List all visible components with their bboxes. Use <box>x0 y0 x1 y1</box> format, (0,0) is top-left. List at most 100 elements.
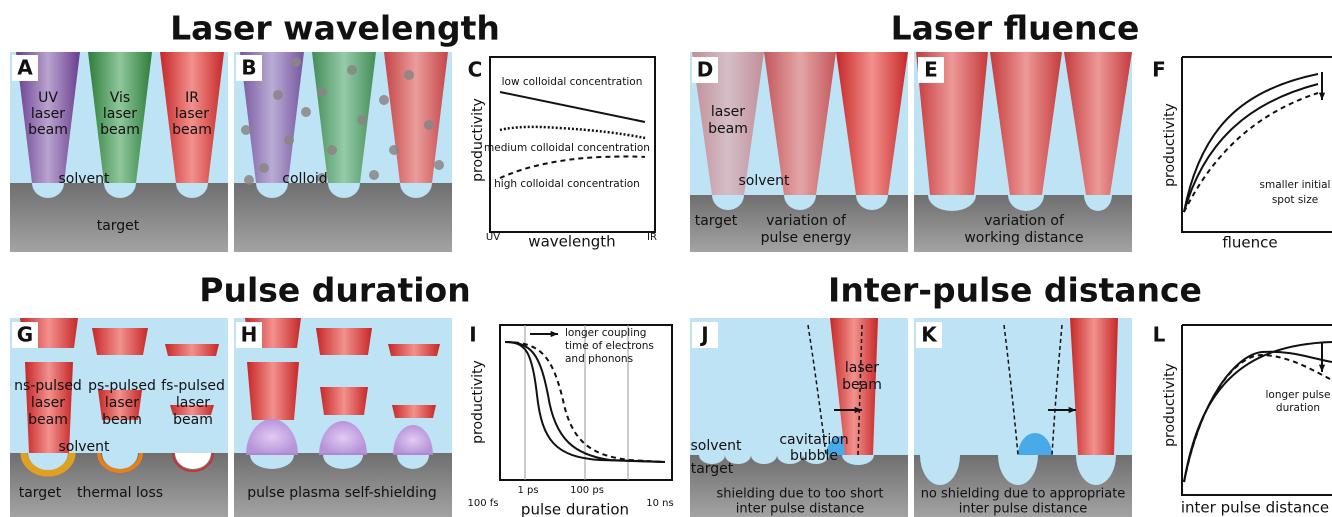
panel-letter: A <box>17 56 33 80</box>
laser-beam <box>388 344 440 356</box>
label: beam <box>173 412 213 428</box>
label: no shielding due to appropriate <box>921 487 1126 502</box>
label: UV <box>486 232 500 243</box>
section-title: Laser fluence <box>891 9 1140 48</box>
label: ps-pulsed <box>88 378 156 394</box>
panel-letter: B <box>241 56 256 80</box>
label: cavitation <box>779 432 848 448</box>
colloid-particle <box>317 87 327 97</box>
label: target <box>97 218 140 234</box>
panel-letter: C <box>468 58 483 82</box>
label: laser <box>176 395 210 411</box>
laser-beam <box>92 328 148 355</box>
panel-letter: E <box>924 58 938 82</box>
label: thermal loss <box>77 485 163 501</box>
label: fluence <box>1222 234 1277 252</box>
label: 100 ps <box>570 485 604 496</box>
label: 10 ns <box>646 498 673 509</box>
label: beam <box>842 377 882 393</box>
label: beam <box>28 122 68 138</box>
label: laser <box>711 104 745 120</box>
label: target <box>691 461 734 477</box>
colloid-particle <box>241 125 251 135</box>
label: spot size <box>1272 194 1318 206</box>
label: UV <box>38 90 58 106</box>
label: solvent <box>58 171 110 187</box>
arrow-head <box>551 331 558 337</box>
label: beam <box>708 121 748 137</box>
label: laser <box>31 106 65 122</box>
colloid-particle <box>259 163 269 173</box>
label: beam <box>100 122 140 138</box>
laser-beam <box>316 328 372 355</box>
laser-beam <box>392 405 436 418</box>
colloid-particle <box>273 90 283 100</box>
curve <box>1184 84 1318 212</box>
panel-letter: I <box>469 323 476 347</box>
label: laser <box>845 360 879 376</box>
label: duration <box>1276 402 1320 414</box>
panel-letter: F <box>1152 58 1166 82</box>
colloid-particle <box>291 57 301 67</box>
colloid-particle <box>301 107 311 117</box>
section-title: Laser wavelength <box>170 9 500 48</box>
panel-letter: K <box>921 323 938 347</box>
label: working distance <box>964 230 1083 246</box>
section-title: Inter-pulse distance <box>828 271 1202 310</box>
laser-beam <box>247 362 299 420</box>
panel-letter: H <box>241 323 258 347</box>
label: laser <box>105 395 139 411</box>
label: pulse duration <box>521 501 629 517</box>
label: inter pulse distance <box>1181 499 1329 517</box>
panel-letter: G <box>17 323 33 347</box>
colloid-particle <box>327 145 337 155</box>
label: pulse plasma self-shielding <box>247 485 436 501</box>
label: inter pulse distance <box>959 502 1088 517</box>
label: fs-pulsed <box>161 378 225 394</box>
label: ns-pulsed <box>14 378 82 394</box>
label: high colloidal concentration <box>494 178 640 190</box>
label: 1 ps <box>517 485 538 496</box>
section-title: Pulse duration <box>199 271 470 310</box>
label: productivity <box>470 360 486 444</box>
label: laser <box>103 106 137 122</box>
label: and phonons <box>565 353 633 365</box>
laser-beam <box>1070 318 1118 455</box>
label: medium colloidal concentration <box>484 142 650 154</box>
label: smaller initial <box>1260 179 1331 191</box>
label: beam <box>28 412 68 428</box>
label: 100 fs <box>468 498 499 509</box>
arrow-head <box>1319 93 1325 100</box>
label: target <box>19 485 62 501</box>
curve <box>1184 355 1332 482</box>
label: productivity <box>1162 363 1178 447</box>
colloid-particle <box>284 135 294 145</box>
panel-letter: L <box>1153 323 1166 347</box>
label: wavelength <box>528 233 615 251</box>
colloid-particle <box>424 120 434 130</box>
label: bubble <box>790 448 838 464</box>
label: target <box>695 213 738 229</box>
figure: Laser wavelength Laser fluence Pulse durat… <box>0 0 1332 517</box>
curve <box>1184 74 1318 212</box>
colloid-particle <box>434 160 444 170</box>
label: Vis <box>110 90 130 106</box>
curve <box>500 157 645 179</box>
label: solvent <box>738 173 790 189</box>
panel-letter: J <box>699 323 708 347</box>
laser-beam <box>320 387 368 415</box>
colloid-particle <box>244 175 254 185</box>
colloid-particle <box>369 170 379 180</box>
label: productivity <box>470 98 486 182</box>
colloid-particle <box>389 145 399 155</box>
colloid-particle <box>404 70 414 80</box>
label: laser <box>31 395 65 411</box>
label: productivity <box>1162 103 1178 187</box>
colloid-particle <box>357 115 367 125</box>
laser-beam <box>165 344 219 356</box>
label: low colloidal concentration <box>502 76 643 88</box>
label: shielding due to too short <box>716 487 883 502</box>
curve <box>500 127 645 138</box>
colloid-particle <box>379 95 389 105</box>
label: time of electrons <box>565 340 654 352</box>
